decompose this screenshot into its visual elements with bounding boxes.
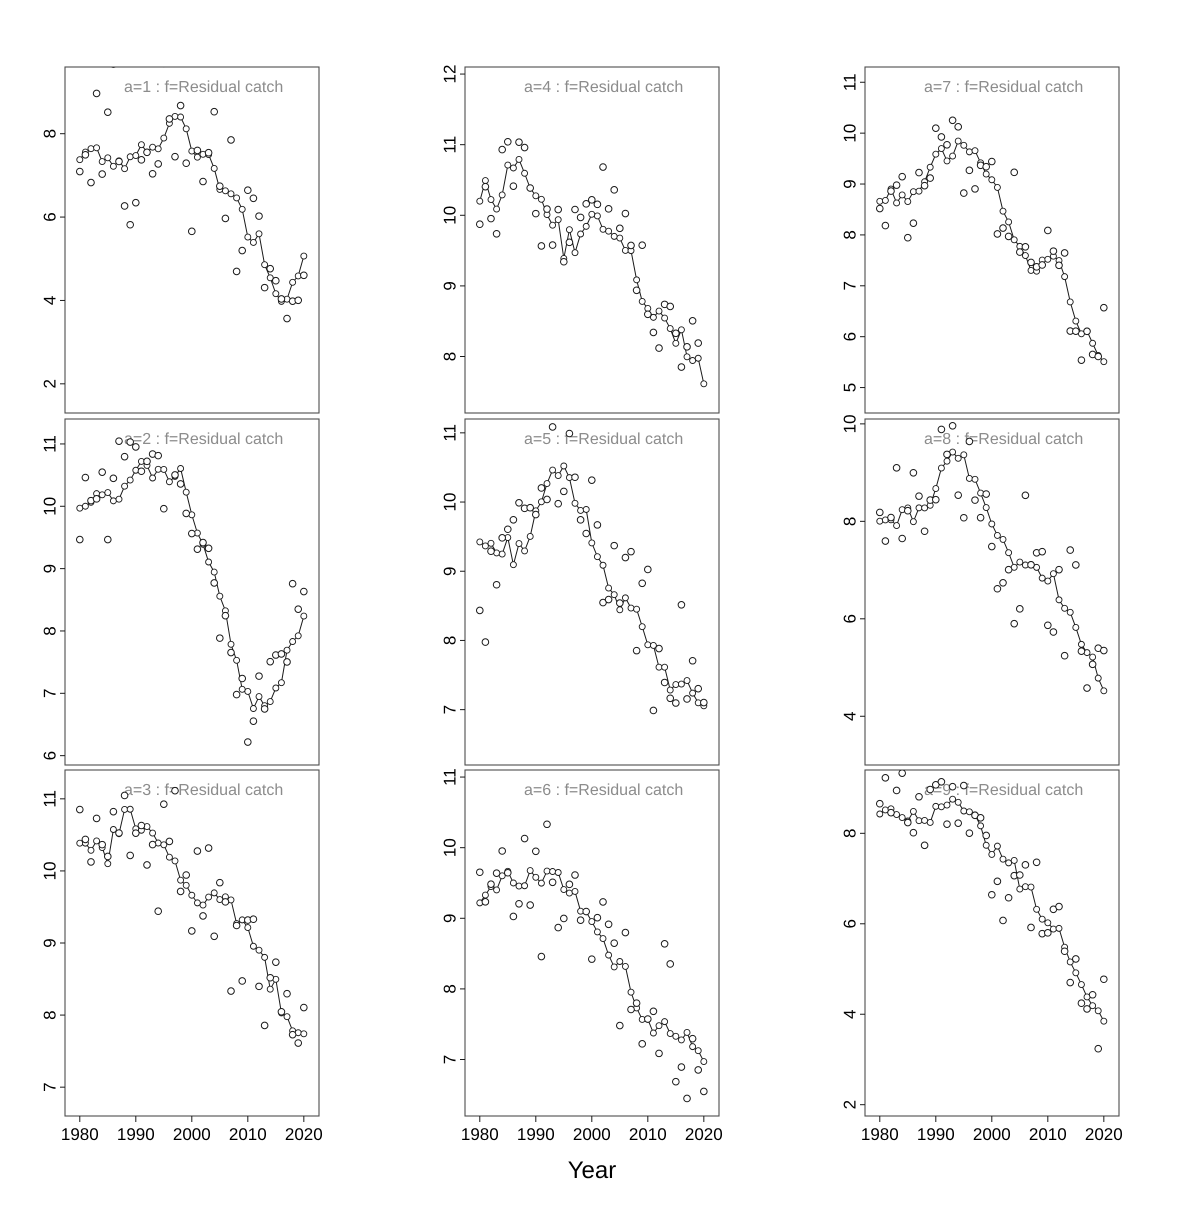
svg-text:1990: 1990: [917, 1125, 955, 1144]
svg-text:7: 7: [440, 705, 459, 714]
svg-text:1990: 1990: [517, 1125, 555, 1144]
svg-text:8: 8: [40, 1010, 59, 1019]
svg-text:11: 11: [440, 424, 459, 442]
svg-text:2: 2: [40, 379, 59, 388]
svg-text:1980: 1980: [61, 1125, 99, 1144]
svg-text:8: 8: [440, 352, 459, 361]
svg-text:2020: 2020: [285, 1125, 323, 1144]
svg-text:a=5 : f=Residual catch: a=5 : f=Residual catch: [524, 431, 683, 448]
svg-text:8: 8: [40, 626, 59, 635]
svg-text:8: 8: [840, 230, 859, 239]
svg-text:1980: 1980: [461, 1125, 499, 1144]
svg-text:7: 7: [440, 1055, 459, 1064]
svg-text:12: 12: [440, 65, 459, 84]
svg-text:8: 8: [440, 636, 459, 645]
svg-text:10: 10: [40, 861, 59, 880]
svg-text:11: 11: [440, 768, 459, 786]
svg-text:6: 6: [40, 751, 59, 760]
svg-text:2000: 2000: [573, 1125, 611, 1144]
svg-text:5: 5: [840, 383, 859, 392]
svg-text:a=4 : f=Residual catch: a=4 : f=Residual catch: [524, 79, 683, 96]
svg-text:1980: 1980: [861, 1125, 899, 1144]
svg-text:6: 6: [840, 332, 859, 341]
svg-text:6: 6: [40, 212, 59, 221]
svg-text:a=3 : f=Residual catch: a=3 : f=Residual catch: [124, 782, 283, 799]
svg-text:8: 8: [840, 829, 859, 838]
svg-text:2020: 2020: [1085, 1125, 1123, 1144]
svg-text:11: 11: [840, 73, 859, 91]
svg-text:4: 4: [840, 712, 859, 721]
svg-text:2000: 2000: [973, 1125, 1011, 1144]
svg-text:9: 9: [440, 914, 459, 923]
svg-text:8: 8: [40, 129, 59, 138]
svg-text:10: 10: [440, 206, 459, 225]
svg-text:a=1 : f=Residual catch: a=1 : f=Residual catch: [124, 79, 283, 96]
svg-text:a=2 : f=Residual catch: a=2 : f=Residual catch: [124, 431, 283, 448]
svg-text:11: 11: [40, 790, 59, 808]
svg-text:7: 7: [840, 281, 859, 290]
svg-text:6: 6: [840, 614, 859, 623]
svg-text:10: 10: [840, 414, 859, 433]
svg-text:4: 4: [840, 1010, 859, 1019]
svg-text:10: 10: [40, 497, 59, 516]
svg-text:7: 7: [40, 1082, 59, 1091]
svg-text:2010: 2010: [229, 1125, 267, 1144]
svg-text:9: 9: [440, 567, 459, 576]
svg-text:11: 11: [40, 435, 59, 453]
svg-text:2010: 2010: [629, 1125, 667, 1144]
svg-text:2010: 2010: [1029, 1125, 1067, 1144]
svg-text:2000: 2000: [173, 1125, 211, 1144]
svg-text:11: 11: [440, 136, 459, 154]
svg-text:10: 10: [840, 124, 859, 143]
svg-text:9: 9: [840, 179, 859, 188]
svg-text:1990: 1990: [117, 1125, 155, 1144]
svg-text:10: 10: [440, 493, 459, 512]
svg-text:4: 4: [40, 296, 59, 305]
svg-text:7: 7: [40, 689, 59, 698]
svg-text:6: 6: [840, 919, 859, 928]
svg-text:10: 10: [440, 838, 459, 857]
svg-text:a=6 : f=Residual catch: a=6 : f=Residual catch: [524, 782, 683, 799]
svg-text:a=9 : f=Residual catch: a=9 : f=Residual catch: [924, 782, 1083, 799]
svg-text:9: 9: [440, 281, 459, 290]
svg-text:a=7 : f=Residual catch: a=7 : f=Residual catch: [924, 79, 1083, 96]
svg-text:8: 8: [440, 984, 459, 993]
svg-text:9: 9: [40, 938, 59, 947]
svg-text:a=8 : f=Residual catch: a=8 : f=Residual catch: [924, 431, 1083, 448]
svg-text:2: 2: [840, 1100, 859, 1109]
svg-text:Year: Year: [568, 1157, 617, 1184]
svg-text:8: 8: [840, 517, 859, 526]
svg-text:9: 9: [40, 564, 59, 573]
svg-text:2020: 2020: [685, 1125, 723, 1144]
